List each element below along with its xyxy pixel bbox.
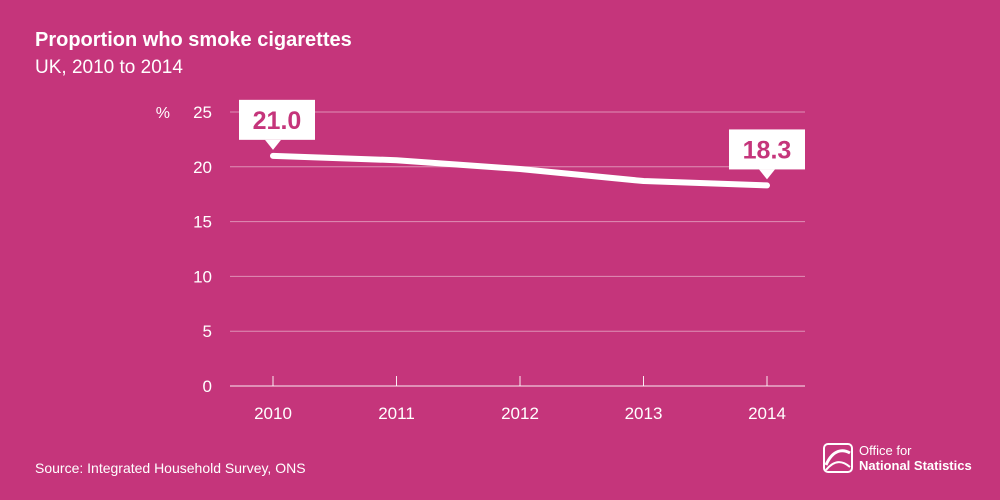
x-tick-label: 2012: [501, 404, 539, 423]
y-axis-label: %: [156, 105, 170, 122]
callout-box: [239, 99, 315, 140]
y-tick-label: 10: [193, 267, 212, 286]
callout-value: 18.3: [743, 136, 792, 164]
callout-value: 21.0: [253, 107, 302, 135]
value-callout: 18.3: [729, 129, 805, 180]
callout-pointer: [265, 139, 281, 150]
chart-subtitle: UK, 2010 to 2014: [35, 57, 183, 78]
line-chart: 0 5 10 15 20 25% 2010 2011 2012 2013 2014 21.0 18.3: [156, 99, 805, 423]
logo-line-1: Office for: [859, 443, 912, 458]
callout-box: [729, 129, 805, 170]
series-line: [270, 152, 770, 189]
y-tick-label: 5: [203, 322, 212, 341]
y-tick-label: 25: [193, 103, 212, 122]
logo-line-2: National Statistics: [859, 458, 972, 473]
chart-title: Proportion who smoke cigarettes: [35, 29, 352, 51]
ons-logo-icon: [823, 443, 853, 473]
ons-logo: Office for National Statistics: [823, 443, 972, 473]
y-tick-label: 0: [203, 377, 212, 396]
x-tick-label: 2010: [254, 404, 292, 423]
y-tick-label: 20: [193, 158, 212, 177]
value-callout: 21.0: [239, 99, 315, 150]
callout-pointer: [759, 169, 775, 180]
y-tick-label: 15: [193, 213, 212, 232]
x-tick-label: 2011: [378, 404, 415, 423]
x-tick-label: 2014: [748, 404, 786, 423]
source-note: Source: Integrated Household Survey, ONS: [35, 460, 306, 476]
x-tick-label: 2013: [625, 404, 663, 423]
